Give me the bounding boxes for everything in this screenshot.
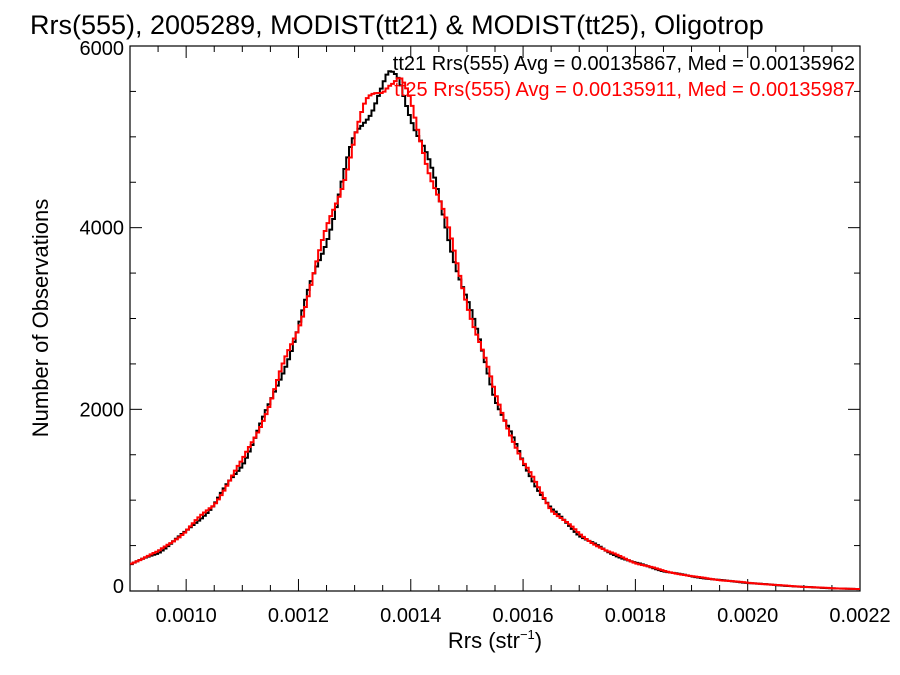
x-axis-ticks: 0.0010 0.0012 0.0014 0.0016 0.0018 0.0020 0.00… [129,46,891,627]
plot-frame [129,45,861,592]
y-tick-label: 0 [113,576,124,598]
series-line-tt25 [130,77,860,591]
annotation-tt21: tt21 Rrs(555) Avg = 0.00135867, Med = 0.… [393,53,855,75]
x-tick-label: 0.0018 [605,605,666,627]
annotation-tt25: tt25 Rrs(555) Avg = 0.00135911, Med = 0.… [394,79,855,101]
y-axis-ticks: 0 2000 4000 6000 [80,38,860,598]
y-tick-label: 6000 [80,38,125,60]
x-axis-label: Rrs (str−1) [448,627,542,653]
x-tick-label: 0.0014 [380,605,441,627]
x-tick-label: 0.0022 [829,605,890,627]
y-tick-label: 4000 [80,218,125,240]
x-tick-label: 0.0012 [268,605,329,627]
chart-title: Rrs(555), 2005289, MODIST(tt21) & MODIST… [30,10,764,40]
x-tick-label: 0.0010 [156,605,217,627]
y-axis-label: Number of Observations [28,199,53,437]
x-tick-label: 0.0020 [717,605,778,627]
x-tick-label: 0.0016 [492,605,553,627]
y-tick-label: 2000 [80,399,125,421]
series-lines [130,70,860,591]
series-line-tt21 [130,70,860,591]
